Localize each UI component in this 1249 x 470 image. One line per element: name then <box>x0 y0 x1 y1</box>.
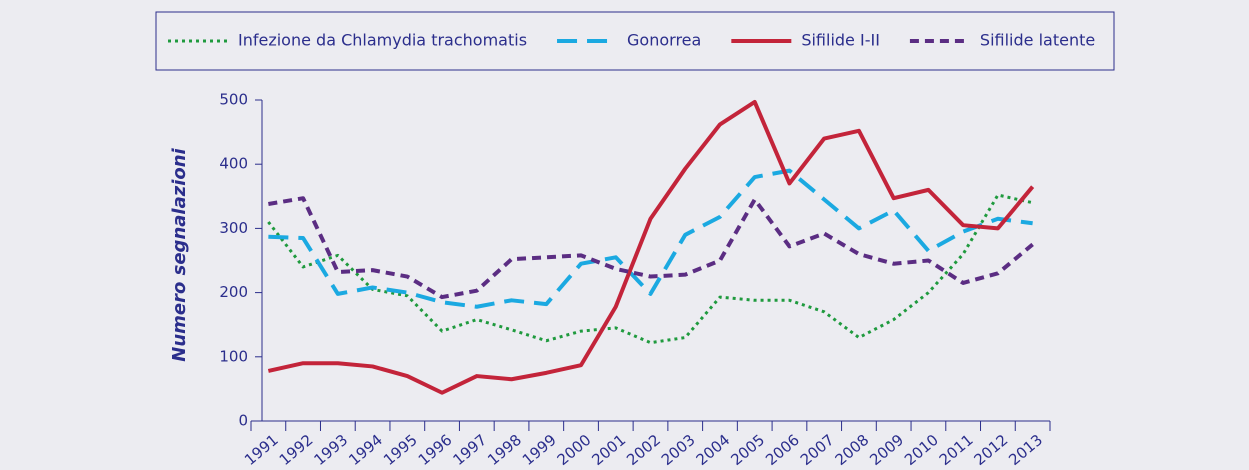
y-tick-label: 0 <box>238 412 248 430</box>
series-line <box>267 99 1035 395</box>
series-line <box>268 168 1033 309</box>
y-tick-label: 300 <box>219 219 248 237</box>
legend-label: Gonorrea <box>627 31 701 50</box>
y-tick-label: 500 <box>219 91 248 109</box>
y-tick-label: 100 <box>219 347 248 365</box>
legend-label: Sifilide I-II <box>801 31 880 50</box>
legend-label: Infezione da Chlamydia trachomatis <box>238 31 527 50</box>
series-line <box>268 196 1034 300</box>
y-axis-label: Numero segnalazioni <box>169 147 190 361</box>
series-line <box>267 193 1033 345</box>
legend-box <box>155 11 1115 71</box>
legend-label: Sifilide latente <box>980 31 1095 50</box>
y-tick-label: 200 <box>219 283 248 301</box>
y-tick-label: 400 <box>219 155 248 173</box>
